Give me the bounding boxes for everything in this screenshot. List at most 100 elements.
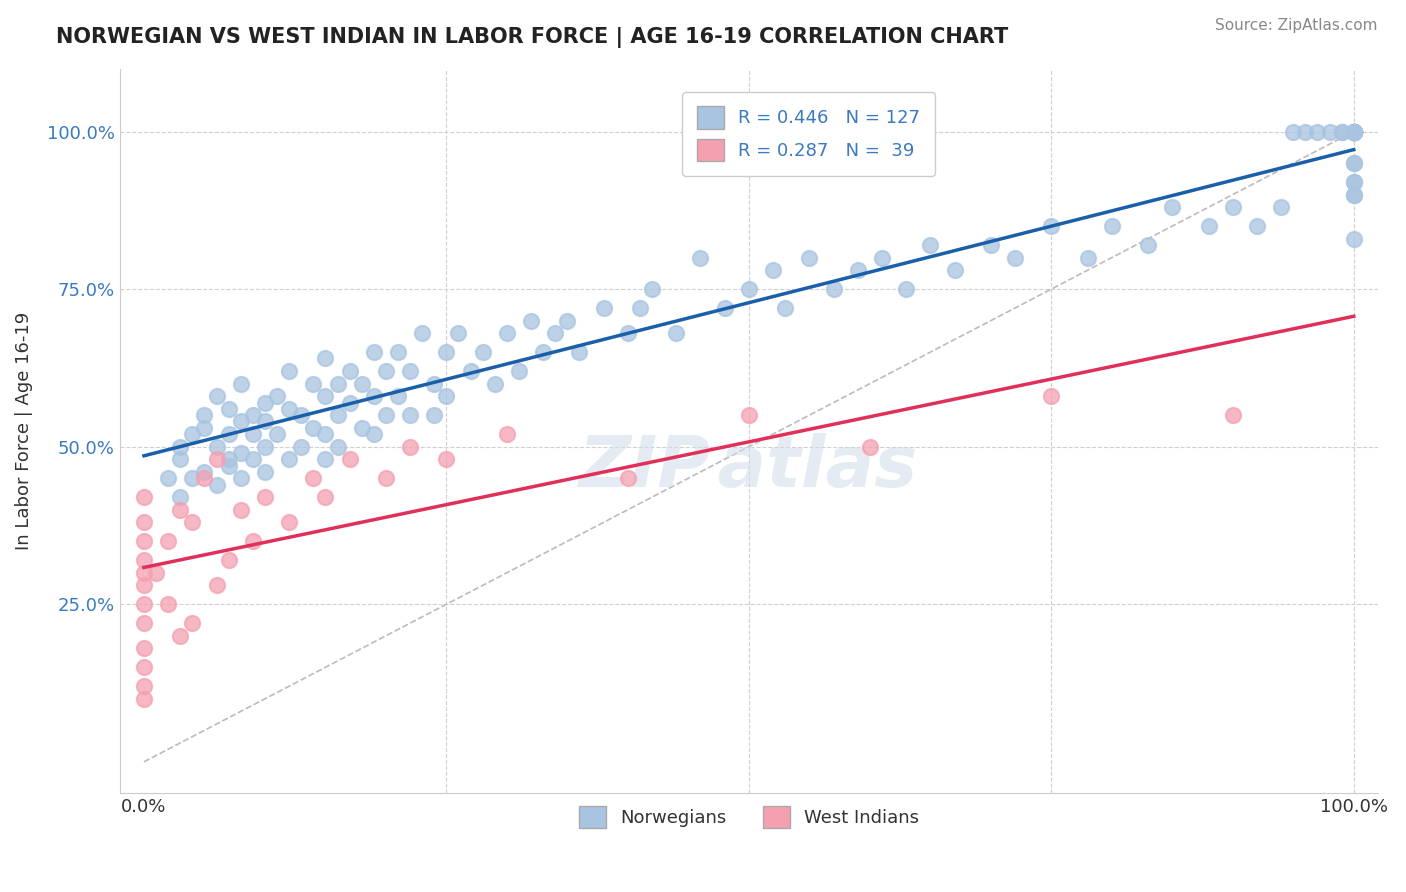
Point [229,446,252,460]
Point [169,502,191,516]
Point [145,566,167,580]
Point [1246,219,1268,233]
Point [132,597,155,611]
Point [242,408,264,422]
Point [859,440,882,454]
Point [253,465,276,479]
Point [314,452,336,467]
Point [531,345,554,359]
Point [738,282,761,296]
Point [894,282,917,296]
Point [266,389,288,403]
Point [943,263,966,277]
Point [1161,200,1184,214]
Point [738,408,761,422]
Point [229,502,252,516]
Point [339,364,361,378]
Point [132,691,155,706]
Point [314,351,336,366]
Point [1330,124,1353,138]
Point [1040,219,1063,233]
Point [773,301,796,315]
Point [1343,124,1365,138]
Legend: Norwegians, West Indians: Norwegians, West Indians [571,798,927,835]
Point [314,389,336,403]
Point [689,251,711,265]
Point [1343,124,1365,138]
Point [339,395,361,409]
Point [205,578,228,592]
Point [193,408,215,422]
Point [193,421,215,435]
Point [193,471,215,485]
Point [592,301,614,315]
Point [496,427,519,442]
Point [1343,124,1365,138]
Point [193,465,215,479]
Point [326,408,349,422]
Point [1343,124,1365,138]
Point [434,345,457,359]
Point [314,427,336,442]
Point [132,641,155,656]
Point [399,408,422,422]
Text: Source: ZipAtlas.com: Source: ZipAtlas.com [1215,18,1378,33]
Point [1343,124,1365,138]
Text: NORWEGIAN VS WEST INDIAN IN LABOR FORCE | AGE 16-19 CORRELATION CHART: NORWEGIAN VS WEST INDIAN IN LABOR FORCE … [56,27,1008,48]
Point [617,326,640,341]
Point [1343,124,1365,138]
Point [278,401,301,416]
Point [326,440,349,454]
Point [980,238,1002,252]
Point [278,364,301,378]
Point [218,452,240,467]
Point [617,471,640,485]
Point [1343,156,1365,170]
Point [1343,175,1365,189]
Point [447,326,470,341]
Y-axis label: In Labor Force | Age 16-19: In Labor Force | Age 16-19 [15,312,32,550]
Point [253,395,276,409]
Point [665,326,688,341]
Point [1222,200,1244,214]
Point [1282,124,1305,138]
Point [434,389,457,403]
Point [181,427,204,442]
Point [242,452,264,467]
Point [169,440,191,454]
Point [169,490,191,504]
Point [1343,124,1365,138]
Point [253,440,276,454]
Point [1294,124,1316,138]
Point [218,553,240,567]
Point [1343,124,1365,138]
Point [132,660,155,674]
Point [1343,124,1365,138]
Point [1343,187,1365,202]
Point [363,427,385,442]
Point [229,415,252,429]
Point [544,326,567,341]
Point [132,578,155,592]
Point [253,415,276,429]
Point [1198,219,1220,233]
Point [350,376,373,391]
Point [363,345,385,359]
Point [1330,124,1353,138]
Point [229,471,252,485]
Point [762,263,785,277]
Point [266,427,288,442]
Point [460,364,482,378]
Point [1343,232,1365,246]
Point [229,376,252,391]
Point [157,471,180,485]
Point [471,345,494,359]
Point [374,408,396,422]
Point [205,477,228,491]
Point [1040,389,1063,403]
Point [132,566,155,580]
Point [132,534,155,549]
Point [423,408,446,422]
Point [496,326,519,341]
Point [870,251,893,265]
